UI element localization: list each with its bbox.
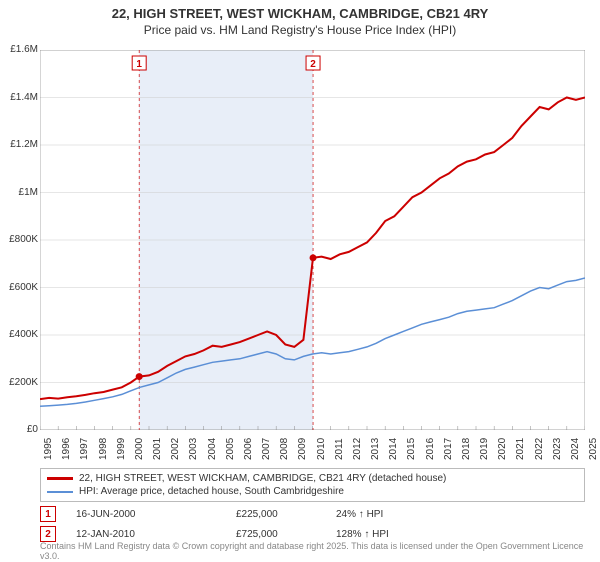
x-tick-label: 2013 <box>370 438 381 460</box>
marker-pct: 24% ↑ HPI <box>336 509 383 520</box>
x-tick-label: 2020 <box>497 438 508 460</box>
svg-text:1: 1 <box>136 59 142 70</box>
legend-swatch <box>47 491 73 493</box>
x-tick-label: 2005 <box>225 438 236 460</box>
marker-date: 12-JAN-2010 <box>76 529 236 540</box>
legend: 22, HIGH STREET, WEST WICKHAM, CAMBRIDGE… <box>40 468 585 502</box>
chart-title-line2: Price paid vs. HM Land Registry's House … <box>0 23 600 43</box>
x-tick-label: 2017 <box>443 438 454 460</box>
chart-container: 22, HIGH STREET, WEST WICKHAM, CAMBRIDGE… <box>0 0 600 560</box>
chart-title-line1: 22, HIGH STREET, WEST WICKHAM, CAMBRIDGE… <box>0 0 600 23</box>
x-tick-label: 2024 <box>570 438 581 460</box>
x-tick-label: 2009 <box>297 438 308 460</box>
x-tick-label: 2004 <box>207 438 218 460</box>
y-tick-label: £200K <box>0 377 38 388</box>
x-tick-label: 2001 <box>152 438 163 460</box>
y-tick-label: £0 <box>0 424 38 435</box>
copyright-text: Contains HM Land Registry data © Crown c… <box>40 542 585 562</box>
chart-area: 12 <box>40 50 585 430</box>
x-tick-label: 2010 <box>316 438 327 460</box>
x-tick-label: 2011 <box>334 438 345 460</box>
marker-pct: 128% ↑ HPI <box>336 529 389 540</box>
x-tick-label: 2014 <box>388 438 399 460</box>
x-tick-label: 2023 <box>552 438 563 460</box>
x-tick-label: 1995 <box>43 438 54 460</box>
y-tick-label: £1M <box>0 187 38 198</box>
x-tick-label: 2012 <box>352 438 363 460</box>
marker-table: 1 16-JUN-2000 £225,000 24% ↑ HPI 2 12-JA… <box>40 504 585 544</box>
legend-item-hpi: HPI: Average price, detached house, Sout… <box>47 485 578 498</box>
y-tick-label: £600K <box>0 282 38 293</box>
x-tick-label: 1998 <box>98 438 109 460</box>
x-tick-label: 2019 <box>479 438 490 460</box>
x-tick-label: 2003 <box>188 438 199 460</box>
x-tick-label: 2022 <box>534 438 545 460</box>
marker-price: £725,000 <box>236 529 336 540</box>
x-tick-label: 2002 <box>170 438 181 460</box>
x-tick-label: 2006 <box>243 438 254 460</box>
x-tick-label: 2016 <box>425 438 436 460</box>
marker-row: 1 16-JUN-2000 £225,000 24% ↑ HPI <box>40 504 585 524</box>
chart-svg: 12 <box>40 50 585 430</box>
legend-item-subject: 22, HIGH STREET, WEST WICKHAM, CAMBRIDGE… <box>47 472 578 485</box>
x-tick-label: 2008 <box>279 438 290 460</box>
svg-text:2: 2 <box>310 59 316 70</box>
x-tick-label: 2025 <box>588 438 599 460</box>
legend-label: HPI: Average price, detached house, Sout… <box>79 486 344 497</box>
marker-date: 16-JUN-2000 <box>76 509 236 520</box>
x-tick-label: 1997 <box>79 438 90 460</box>
x-tick-label: 1996 <box>61 438 72 460</box>
x-tick-label: 1999 <box>116 438 127 460</box>
y-tick-label: £1.4M <box>0 92 38 103</box>
x-tick-label: 2018 <box>461 438 472 460</box>
x-axis-labels: 1995 1996 1997 1998 1999 2000 2001 2002 2003 2004… <box>40 432 585 462</box>
marker-number-box: 1 <box>40 506 56 522</box>
x-tick-label: 2021 <box>515 438 526 460</box>
legend-label: 22, HIGH STREET, WEST WICKHAM, CAMBRIDGE… <box>79 473 446 484</box>
y-tick-label: £1.2M <box>0 139 38 150</box>
marker-number-box: 2 <box>40 526 56 542</box>
y-tick-label: £800K <box>0 234 38 245</box>
legend-swatch <box>47 477 73 480</box>
y-tick-label: £400K <box>0 329 38 340</box>
y-tick-label: £1.6M <box>0 44 38 55</box>
x-tick-label: 2015 <box>406 438 417 460</box>
x-tick-label: 2000 <box>134 438 145 460</box>
marker-price: £225,000 <box>236 509 336 520</box>
x-tick-label: 2007 <box>261 438 272 460</box>
